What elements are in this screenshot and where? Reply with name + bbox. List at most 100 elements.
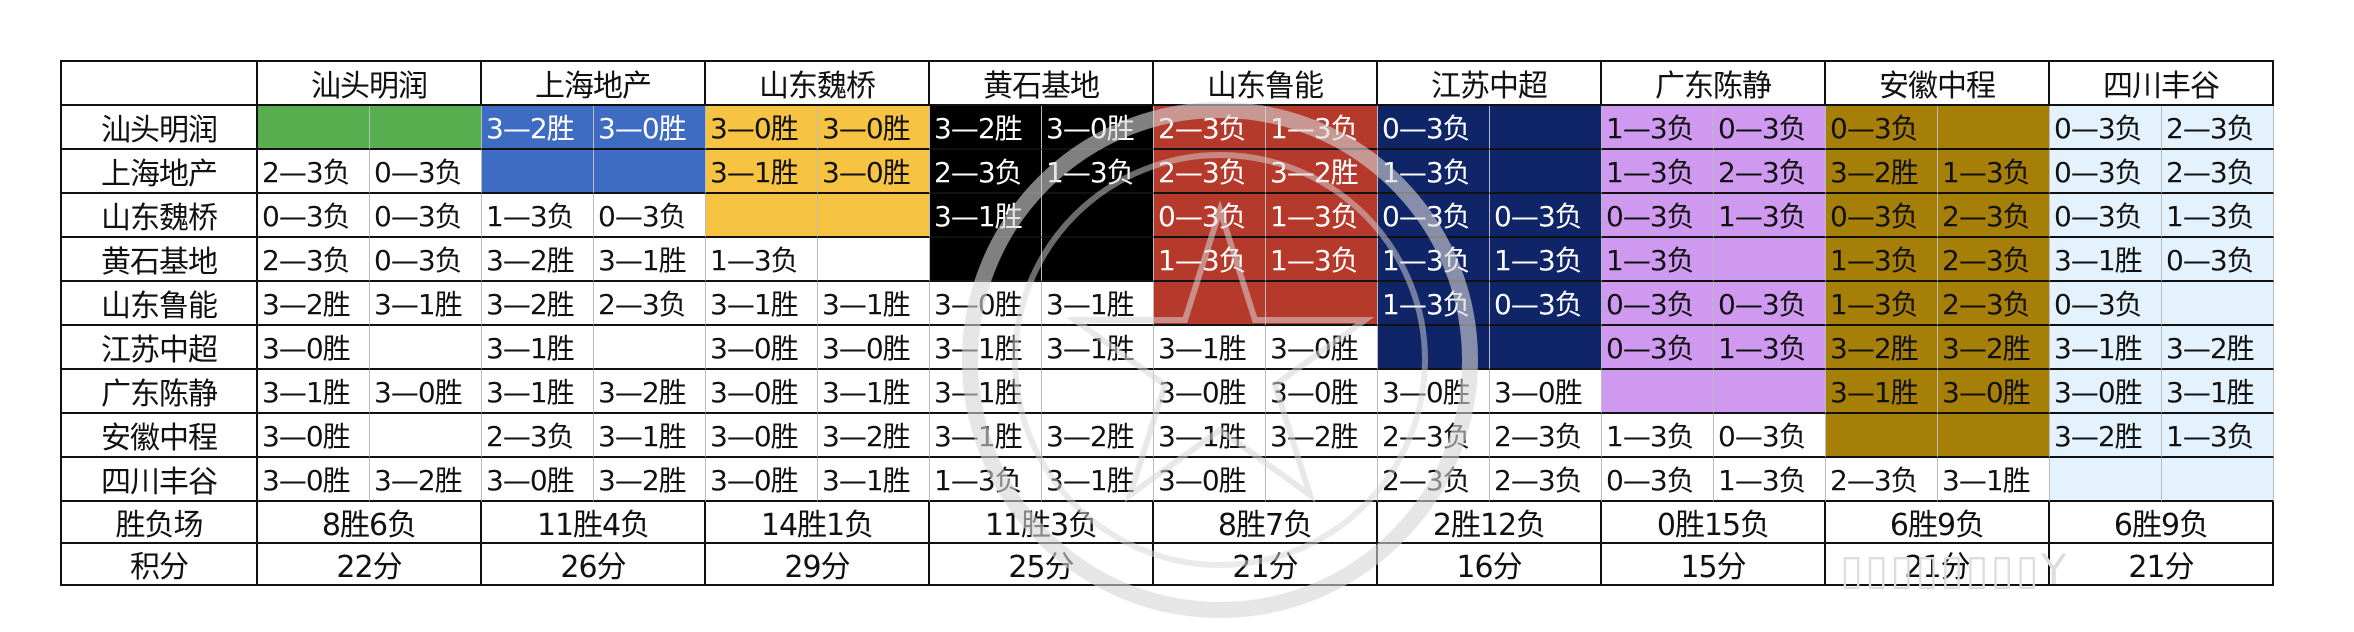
match-result-cell: 3—2胜 xyxy=(594,370,706,414)
match-result-cell xyxy=(2162,458,2274,502)
match-result-cell: 3—0胜 xyxy=(1266,326,1378,370)
match-result-cell: 3—1胜 xyxy=(706,282,818,326)
match-result-cell: 1—3负 xyxy=(1826,282,1938,326)
standings-table: 汕头明润 上海地产 山东魏桥 黄石基地 山东鲁能 江苏中超 广东陈静 安徽中程 四川丰谷 汕头明润… xyxy=(60,60,2274,586)
match-result-cell: 3—0胜 xyxy=(258,414,370,458)
match-result-cell: 3—0胜 xyxy=(930,282,1042,326)
match-result-cell: 1—3负 xyxy=(482,194,594,238)
team-record: 14胜1负 xyxy=(706,502,930,544)
match-result-cell: 3—0胜 xyxy=(706,326,818,370)
match-result-cell: 1—3负 xyxy=(1378,150,1490,194)
match-result-cell: 0—3负 xyxy=(258,194,370,238)
match-result-cell: 2—3负 xyxy=(594,282,706,326)
match-result-cell: 2—3负 xyxy=(1714,150,1826,194)
match-result-cell: 2—3负 xyxy=(1938,238,2050,282)
match-result-cell: 3—1胜 xyxy=(370,282,482,326)
match-result-cell: 3—0胜 xyxy=(706,106,818,150)
team-record: 8胜7负 xyxy=(1154,502,1378,544)
match-result-cell xyxy=(1826,414,1938,458)
match-result-cell: 1—3负 xyxy=(1490,238,1602,282)
match-result-cell: 2—3负 xyxy=(482,414,594,458)
match-result-cell xyxy=(1938,106,2050,150)
match-result-cell: 3—1胜 xyxy=(2050,238,2162,282)
match-result-cell: 1—3负 xyxy=(1714,458,1826,502)
match-result-cell: 0—3负 xyxy=(1602,326,1714,370)
match-result-cell: 0—3负 xyxy=(370,194,482,238)
row-header-team: 汕头明润 xyxy=(62,106,258,150)
match-result-cell: 0—3负 xyxy=(2162,238,2274,282)
match-result-cell: 0—3负 xyxy=(1602,194,1714,238)
match-result-cell: 3—0胜 xyxy=(818,106,930,150)
team-record: 8胜6负 xyxy=(258,502,482,544)
watermark-text: ▯▯▯▯▯▯▯▯Y xyxy=(1840,545,2069,594)
match-result-cell xyxy=(1042,194,1154,238)
points-row-label: 积分 xyxy=(62,544,258,586)
column-header-team: 山东魏桥 xyxy=(706,62,930,106)
match-result-cell: 0—3负 xyxy=(370,238,482,282)
match-result-cell xyxy=(1938,414,2050,458)
match-result-cell: 0—3负 xyxy=(1154,194,1266,238)
row-header-team: 广东陈静 xyxy=(62,370,258,414)
match-result-cell xyxy=(1490,106,1602,150)
match-result-cell: 0—3负 xyxy=(2050,282,2162,326)
match-result-cell xyxy=(706,194,818,238)
record-row-label: 胜负场 xyxy=(62,502,258,544)
match-result-cell: 3—0胜 xyxy=(2050,370,2162,414)
team-points: 26分 xyxy=(482,544,706,586)
match-result-cell: 2—3负 xyxy=(258,238,370,282)
match-result-cell: 1—3负 xyxy=(1714,194,1826,238)
match-result-cell: 2—3负 xyxy=(1154,150,1266,194)
match-result-cell: 3—0胜 xyxy=(370,370,482,414)
match-result-cell: 3—2胜 xyxy=(482,282,594,326)
match-result-cell: 3—1胜 xyxy=(1938,458,2050,502)
match-result-cell: 1—3负 xyxy=(1602,238,1714,282)
match-result-cell xyxy=(1490,326,1602,370)
team-record: 6胜9负 xyxy=(1826,502,2050,544)
match-result-cell: 3—2胜 xyxy=(370,458,482,502)
row-header-team: 安徽中程 xyxy=(62,414,258,458)
match-result-cell: 2—3负 xyxy=(1826,458,1938,502)
match-result-cell: 1—3负 xyxy=(1378,238,1490,282)
match-result-cell: 3—2胜 xyxy=(1938,326,2050,370)
match-result-cell: 0—3负 xyxy=(1490,282,1602,326)
match-result-cell: 2—3负 xyxy=(258,150,370,194)
match-result-cell: 0—3负 xyxy=(594,194,706,238)
match-result-cell xyxy=(2050,458,2162,502)
match-result-cell: 2—3负 xyxy=(1938,194,2050,238)
match-result-cell: 3—1胜 xyxy=(482,326,594,370)
match-result-cell: 1—3负 xyxy=(1266,194,1378,238)
match-result-cell: 3—2胜 xyxy=(482,238,594,282)
match-result-cell: 3—0胜 xyxy=(818,150,930,194)
match-result-cell: 2—3负 xyxy=(1378,458,1490,502)
match-result-cell xyxy=(1266,458,1378,502)
match-result-cell: 0—3负 xyxy=(1826,194,1938,238)
match-result-cell: 3—1胜 xyxy=(1042,458,1154,502)
match-result-cell: 3—2胜 xyxy=(1266,150,1378,194)
match-result-cell: 0—3负 xyxy=(1714,106,1826,150)
match-result-cell: 3—0胜 xyxy=(1154,458,1266,502)
row-header-team: 黄石基地 xyxy=(62,238,258,282)
match-result-cell: 1—3负 xyxy=(1042,150,1154,194)
match-result-cell: 0—3负 xyxy=(2050,150,2162,194)
match-result-cell xyxy=(1042,238,1154,282)
match-result-cell: 1—3负 xyxy=(1602,414,1714,458)
column-header-team: 汕头明润 xyxy=(258,62,482,106)
match-result-cell: 3—0胜 xyxy=(1042,106,1154,150)
match-result-cell: 2—3负 xyxy=(2162,106,2274,150)
match-result-cell: 3—2胜 xyxy=(818,414,930,458)
match-result-cell: 1—3负 xyxy=(1266,238,1378,282)
match-result-cell: 2—3负 xyxy=(1378,414,1490,458)
match-result-cell: 1—3负 xyxy=(2162,414,2274,458)
team-record: 0胜15负 xyxy=(1602,502,1826,544)
match-result-cell xyxy=(1602,370,1714,414)
match-result-cell: 0—3负 xyxy=(2050,106,2162,150)
match-result-cell xyxy=(594,150,706,194)
match-result-cell: 1—3负 xyxy=(1154,238,1266,282)
match-result-cell xyxy=(1042,370,1154,414)
match-result-cell: 3—0胜 xyxy=(258,326,370,370)
match-result-cell: 3—2胜 xyxy=(1826,326,1938,370)
match-result-cell: 3—0胜 xyxy=(1266,370,1378,414)
match-result-cell: 3—0胜 xyxy=(1490,370,1602,414)
match-result-cell xyxy=(1154,282,1266,326)
match-result-cell: 3—0胜 xyxy=(258,458,370,502)
